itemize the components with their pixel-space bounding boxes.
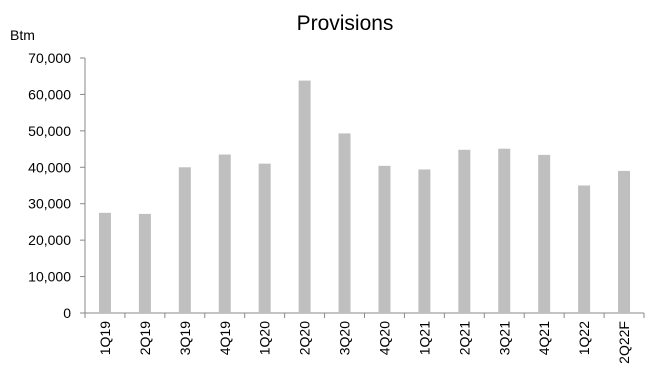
bar-1q19 xyxy=(98,212,111,313)
bar-3q20 xyxy=(338,133,351,313)
x-tick-label: 4Q21 xyxy=(536,321,552,355)
bar-4q21 xyxy=(538,154,551,313)
x-tick-label: 1Q21 xyxy=(416,321,432,355)
chart-title: Provisions xyxy=(297,12,394,35)
x-tick-label: 3Q21 xyxy=(496,321,512,355)
x-tick-label: 2Q22F xyxy=(616,321,632,364)
bar-2q21 xyxy=(458,149,471,313)
y-tick-label: 20,000 xyxy=(28,232,71,248)
bar-2q19 xyxy=(138,213,151,313)
bar-2q22f xyxy=(618,170,631,313)
x-axis-ticks: 1Q19 2Q19 3Q19 4Q19 1Q20 2Q20 3Q20 4Q20 1Q21 2Q21… xyxy=(84,313,645,364)
y-tick-label: 40,000 xyxy=(28,159,71,175)
bar-2q20 xyxy=(298,80,311,313)
bar-4q19 xyxy=(218,154,231,313)
y-axis-unit: Btm xyxy=(10,27,35,43)
x-tick-label: 1Q19 xyxy=(97,321,113,355)
bar-3q19 xyxy=(178,167,191,313)
y-tick-label: 50,000 xyxy=(28,123,71,139)
x-tick-label: 3Q20 xyxy=(337,321,353,355)
x-tick-label: 3Q19 xyxy=(177,321,193,355)
x-tick-label: 2Q20 xyxy=(297,321,313,355)
y-axis-ticks: 0 10,000 20,000 30,000 40,000 50,000 60,000 70,… xyxy=(28,50,85,321)
bar-4q20 xyxy=(378,165,391,313)
y-tick-label: 60,000 xyxy=(28,86,71,102)
bar-1q22 xyxy=(578,185,591,313)
y-tick-label: 70,000 xyxy=(28,50,71,66)
y-tick-label: 10,000 xyxy=(28,269,71,285)
bar-3q21 xyxy=(498,148,511,313)
y-tick-label: 0 xyxy=(63,305,71,321)
x-tick-label: 1Q20 xyxy=(257,321,273,355)
y-tick-label: 30,000 xyxy=(28,196,71,212)
x-tick-label: 2Q19 xyxy=(137,321,153,355)
x-tick-label: 4Q20 xyxy=(376,321,392,355)
x-tick-label: 4Q19 xyxy=(217,321,233,355)
bars-group xyxy=(98,80,631,313)
bar-1q20 xyxy=(258,163,271,313)
x-tick-label: 2Q21 xyxy=(456,321,472,355)
bar-1q21 xyxy=(418,169,431,313)
x-tick-label: 1Q22 xyxy=(576,321,592,355)
